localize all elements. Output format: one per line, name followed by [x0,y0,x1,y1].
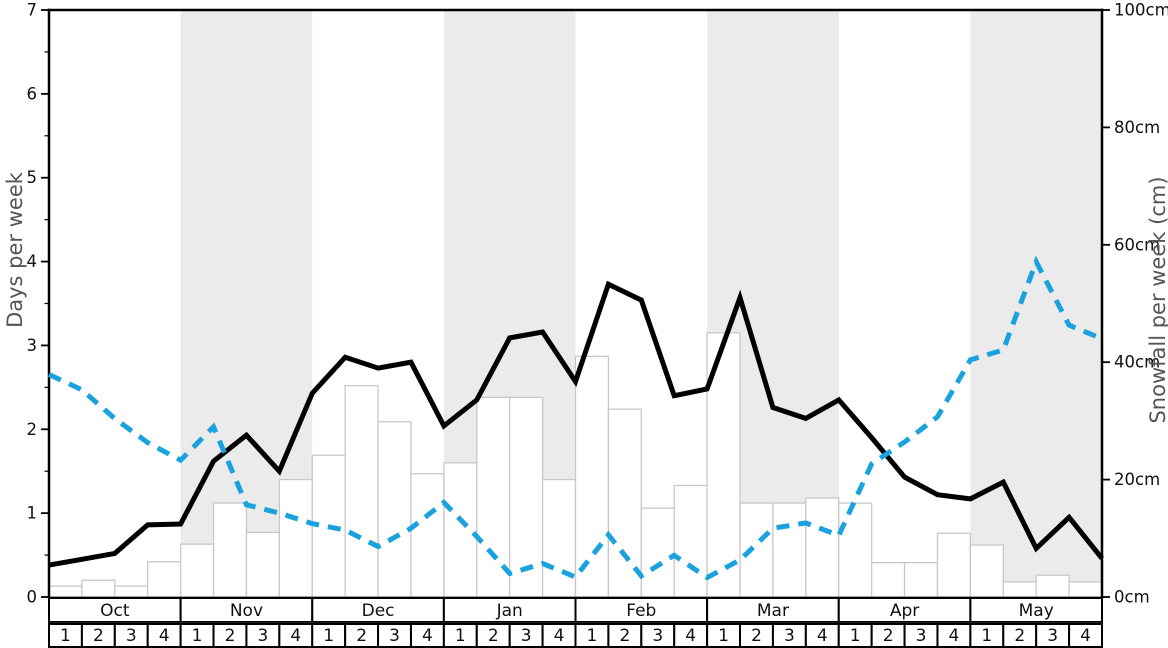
bar [805,497,840,598]
week-number-label: 1 [455,626,466,646]
week-number-label: 2 [356,626,367,646]
bar [114,585,149,598]
week-number-label: 1 [850,626,861,646]
bar [838,502,873,598]
left-tick-label: 2 [27,420,38,439]
right-tick-label: 60cm [1114,235,1160,254]
week-number-label: 3 [521,626,532,646]
bar [443,462,478,598]
week-number-label: 4 [159,626,170,646]
bar [739,502,774,598]
week-number-label: 1 [718,626,729,646]
bar [48,585,83,598]
bar [673,484,708,598]
right-tick-label: 100cm [1114,1,1168,20]
month-cell [179,597,314,623]
bar [1002,581,1037,598]
week-number-label: 3 [257,626,268,646]
week-number-label: 2 [619,626,630,646]
week-number-label: 3 [916,626,927,646]
week-number-label: 2 [225,626,236,646]
week-number-label: 4 [290,626,301,646]
bar [278,478,313,598]
month-label: Mar [757,601,789,621]
left-tick-label: 3 [27,336,38,355]
week-number-label: 1 [323,626,334,646]
month-label: Feb [626,601,656,621]
week-number-label: 3 [652,626,663,646]
week-number-label: 3 [1047,626,1058,646]
bar [179,543,215,598]
week-number-label: 2 [1014,626,1025,646]
month-band [970,10,1102,597]
bar [212,502,248,598]
month-cell [442,597,577,623]
week-number-label: 1 [60,626,71,646]
bar [1035,574,1070,598]
left-axis-title: Days per week [3,171,27,328]
week-number-label: 3 [389,626,400,646]
bar [147,561,182,598]
bar [772,502,807,598]
week-number-label: 3 [784,626,795,646]
month-label: Oct [100,601,130,621]
week-number-label: 2 [93,626,104,646]
week-number-label: 1 [981,626,992,646]
week-number-label: 4 [949,626,960,646]
left-tick-label: 1 [27,504,38,523]
week-number-label: 4 [422,626,433,646]
right-axis-title: Snowfall per week (cm) [1146,176,1168,423]
left-tick-label: 6 [27,84,38,103]
month-cell [837,597,972,623]
bar [81,579,116,598]
bar [969,544,1004,598]
left-tick-label: 5 [27,168,38,187]
bar [377,421,412,598]
bar [245,531,280,598]
right-tick-label: 20cm [1114,470,1160,489]
week-number-label: 4 [817,626,828,646]
right-tick-label: 40cm [1114,353,1160,372]
bar [541,478,577,598]
month-label: Jan [496,601,523,621]
bar [903,561,939,598]
month-cell [574,597,709,623]
week-number-label: 2 [488,626,499,646]
snowfall-per-week-line [47,255,1103,581]
month-label: Apr [890,601,919,621]
week-number-label: 4 [1080,626,1091,646]
week-number-label: 3 [126,626,137,646]
week-number-label: 1 [587,626,598,646]
right-tick-label: 0cm [1114,588,1150,607]
week-number-label: 4 [685,626,696,646]
bar [1068,581,1103,598]
week-number-label: 2 [883,626,894,646]
bar [344,385,379,598]
week-number-label: 1 [192,626,203,646]
left-tick-label: 4 [27,252,38,271]
month-label: Dec [362,601,395,621]
bar [410,473,445,598]
week-number-label: 2 [751,626,762,646]
bar [640,507,675,598]
month-label: Nov [230,601,263,621]
left-tick-label: 0 [27,588,38,607]
month-label: May [1019,601,1054,621]
bar [574,355,610,598]
bar [871,561,906,598]
week-cell [1068,623,1103,648]
bar [936,532,972,598]
right-tick-label: 80cm [1114,118,1160,137]
week-number-label: 4 [554,626,565,646]
left-tick-label: 7 [27,1,38,20]
